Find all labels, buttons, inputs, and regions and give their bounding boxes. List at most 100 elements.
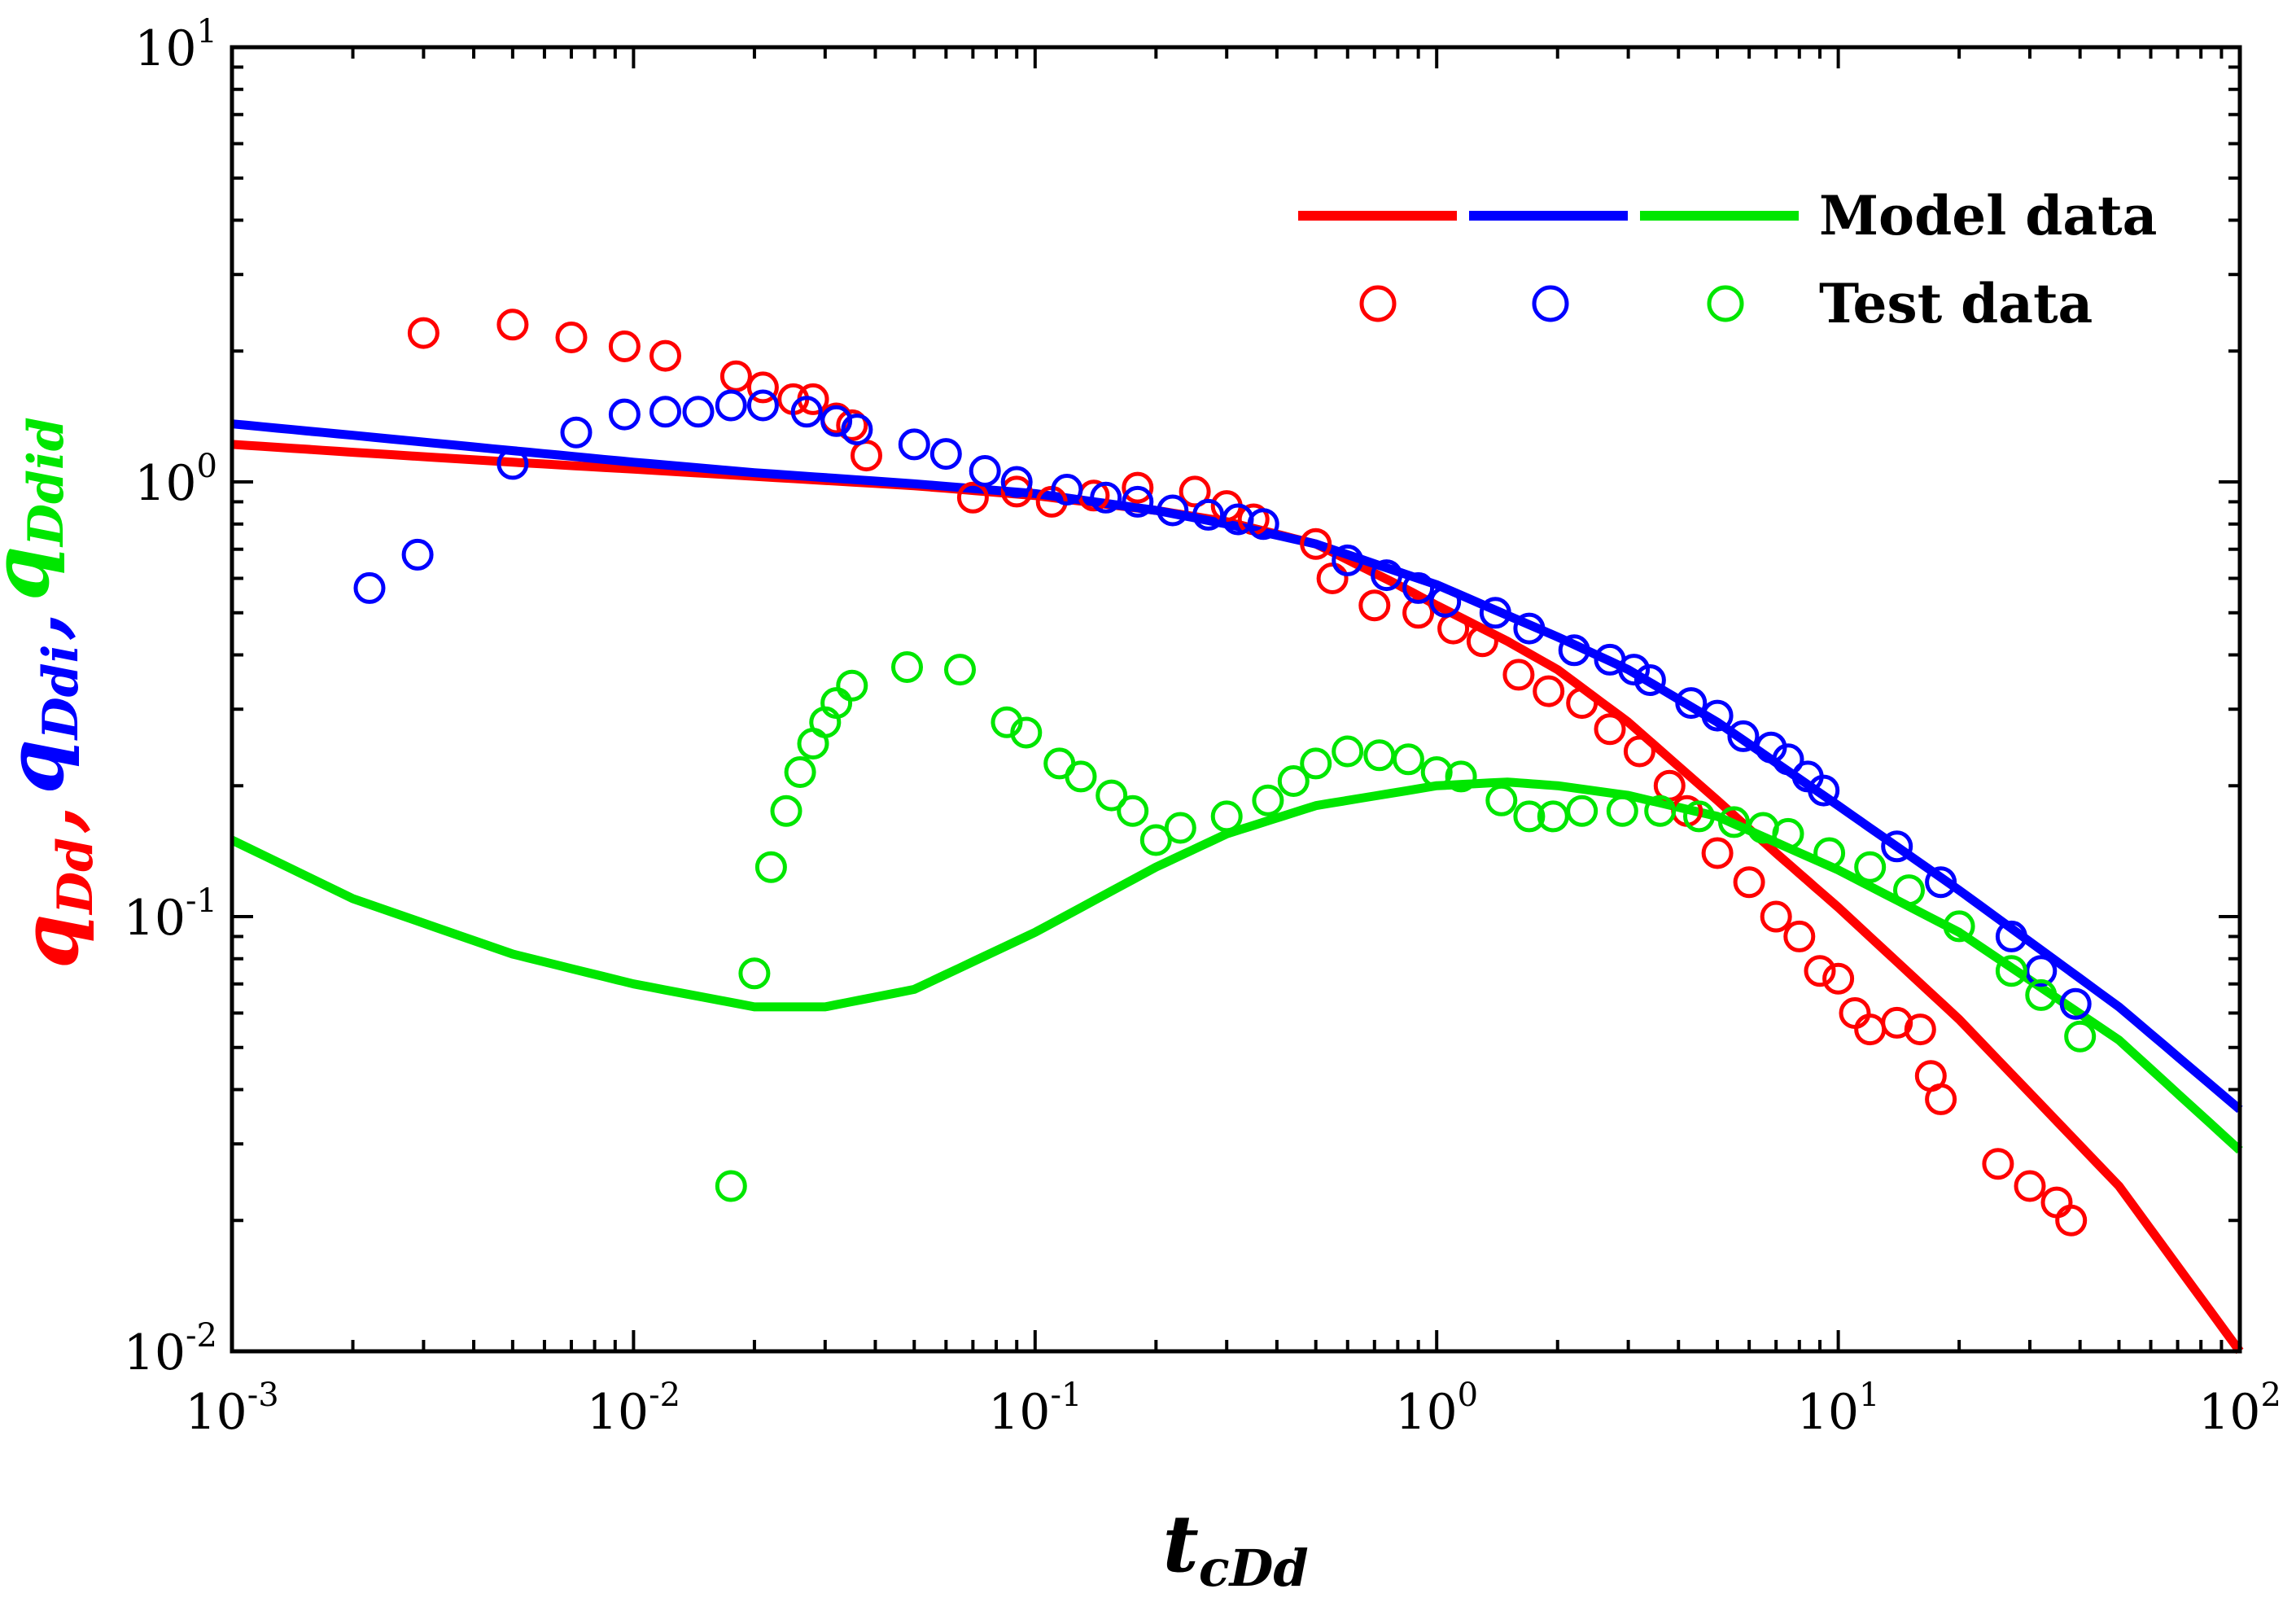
plot-frame <box>230 45 2242 1354</box>
test-point-qDd <box>1733 866 1765 899</box>
test-point-qDdid <box>1332 735 1364 768</box>
test-point-qDd <box>1466 625 1498 658</box>
y-tick-label: 100 <box>134 448 217 512</box>
x-axis-label: tcDd <box>1163 1498 1309 1598</box>
test-point-qDd <box>1881 1006 1913 1039</box>
x-tick-exp: -3 <box>247 1377 279 1414</box>
x-axis-label-sub: cDd <box>1199 1539 1309 1598</box>
test-point-qDdid <box>1566 794 1598 827</box>
test-point-qDd <box>649 339 681 372</box>
test-point-qDd <box>836 409 868 441</box>
x-tick-base: 10 <box>185 1384 247 1441</box>
x-tick-label: 10-2 <box>587 1377 680 1441</box>
test-point-qDd <box>1701 837 1734 869</box>
test-point-qDd <box>407 317 440 349</box>
test-point-qDdid <box>1893 874 1925 907</box>
test-point-qDdid <box>1485 784 1518 816</box>
test-markers <box>353 309 2097 1237</box>
test-point-qDdid <box>1392 743 1424 776</box>
test-point-qDdi <box>1429 585 1462 618</box>
test-point-qDdid <box>2064 1020 2097 1053</box>
y-axis-label: qDd,qDdi,qDdid <box>0 417 104 969</box>
test-point-qDd <box>1502 659 1535 691</box>
test-point-qDd <box>1402 597 1435 629</box>
test-point-qDd <box>1179 475 1211 508</box>
test-point-qDdi <box>1000 466 1033 498</box>
test-point-qDd <box>1316 562 1349 594</box>
y-label-sep-1: , <box>4 805 96 833</box>
x-tick-base: 10 <box>1395 1384 1457 1441</box>
test-point-qDdi <box>1122 485 1154 518</box>
legend-test-marker-qDdid <box>1707 285 1744 322</box>
test-point-qDd <box>1300 527 1332 560</box>
test-point-qDdid <box>1164 812 1196 844</box>
test-point-qDdi <box>715 389 747 422</box>
test-point-qDdi <box>1675 687 1708 720</box>
test-point-qDdi <box>401 538 434 571</box>
test-point-qDdi <box>560 416 593 449</box>
legend-test-marker-qDd <box>1359 285 1397 322</box>
x-tick-exp: -1 <box>1050 1377 1082 1414</box>
test-point-qDdi <box>820 405 853 437</box>
test-point-qDdi <box>1881 830 1913 863</box>
test-point-qDdi <box>898 428 930 461</box>
test-point-qDdid <box>1606 794 1638 827</box>
x-tick-exp: -2 <box>649 1377 680 1414</box>
test-point-qDdid <box>1943 910 1975 943</box>
test-point-qDdi <box>1402 571 1435 604</box>
test-point-qDdi <box>2059 987 2092 1020</box>
legend-test-label: Test data <box>1819 272 2093 335</box>
x-tick-base: 10 <box>1797 1384 1859 1441</box>
y-tick-exp: -1 <box>186 882 217 920</box>
test-point-qDd <box>719 360 752 392</box>
test-point-qDdid <box>991 706 1023 738</box>
y-label-qdd-main: q <box>4 914 96 969</box>
x-tick-exp: 1 <box>1859 1377 1879 1414</box>
y-label-qdd-sub: Dd <box>47 838 104 916</box>
test-point-qDdid <box>1010 716 1043 749</box>
y-tick-label: 101 <box>134 13 217 77</box>
test-point-qDd <box>1358 589 1391 622</box>
test-point-qDdid <box>1772 817 1804 850</box>
legend: Model data Test data <box>1298 184 2157 335</box>
test-point-qDdi <box>1513 612 1546 645</box>
test-point-qDdid <box>770 794 803 827</box>
test-point-qDdi <box>1332 544 1364 576</box>
test-point-qDdid <box>738 957 771 990</box>
test-point-qDdid <box>1995 955 2027 987</box>
y-label-qddid-main: q <box>0 546 67 601</box>
test-point-qDdi <box>1479 597 1511 629</box>
test-point-qDdi <box>1192 498 1225 531</box>
test-point-qDdid <box>1139 824 1172 856</box>
x-tick-labels: 10-3 10-2 10-1 100 101 102 <box>185 1377 2281 1441</box>
test-point-qDdid <box>1537 800 1569 833</box>
test-point-qDd <box>1566 687 1598 720</box>
test-point-qDdi <box>1995 920 2027 952</box>
test-point-qDd <box>1839 997 1871 1029</box>
test-point-qDdid <box>944 654 976 686</box>
test-point-qDdi <box>353 571 386 604</box>
x-tick-label: 10-1 <box>988 1377 1082 1441</box>
test-point-qDdi <box>969 455 1001 487</box>
test-point-qDdid <box>784 756 816 788</box>
test-point-qDdi <box>746 389 779 422</box>
y-tick-exp: 1 <box>197 13 217 50</box>
test-point-qDd <box>1783 920 1816 952</box>
test-point-qDdi <box>1157 494 1189 527</box>
x-tick-label: 102 <box>2198 1377 2281 1441</box>
test-point-qDdid <box>1277 765 1310 797</box>
test-point-qDdi <box>1618 654 1651 686</box>
test-point-qDdid <box>1420 756 1453 788</box>
model-curves <box>230 419 2244 1355</box>
x-tick-label: 10-3 <box>185 1377 278 1441</box>
test-point-qDdi <box>929 438 962 471</box>
x-tick-exp: 0 <box>1458 1377 1478 1414</box>
test-point-qDdid <box>1363 739 1396 772</box>
test-point-qDdid <box>1065 760 1097 793</box>
test-point-qDdid <box>1718 806 1750 838</box>
test-point-qDd <box>2014 1170 2046 1202</box>
x-tick-exp: 2 <box>2260 1377 2281 1414</box>
test-point-qDd <box>1000 475 1033 508</box>
